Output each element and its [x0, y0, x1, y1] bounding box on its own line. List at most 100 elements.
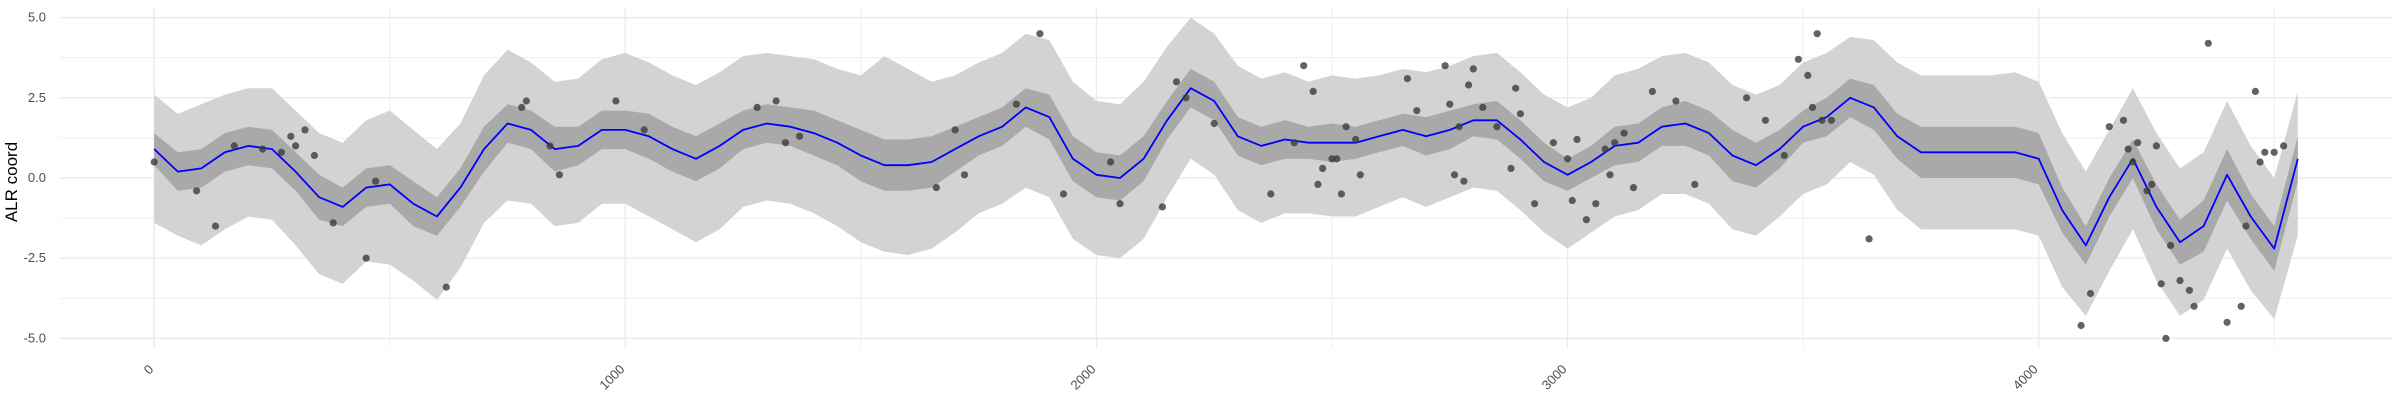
y-axis-title: ALR coord: [2, 142, 21, 222]
data-point: [1036, 30, 1044, 38]
data-point: [1441, 62, 1449, 70]
data-point: [1300, 62, 1308, 70]
data-point: [1309, 87, 1317, 95]
data-point: [1549, 139, 1557, 147]
y-tick-label: -2.5: [24, 250, 46, 265]
data-point: [310, 151, 318, 160]
data-point: [1352, 135, 1360, 144]
data-point: [1606, 171, 1614, 179]
data-point: [362, 254, 370, 262]
data-point: [2280, 142, 2288, 150]
y-axis-ticks: -5.0 -2.5 0.0 2.5 5.0: [24, 10, 46, 346]
data-point: [2176, 277, 2184, 285]
data-point: [2134, 139, 2142, 147]
data-point: [2162, 334, 2170, 342]
data-point: [2223, 318, 2231, 326]
data-point: [1564, 155, 1572, 163]
data-point: [2077, 321, 2085, 330]
data-point: [1818, 116, 1826, 124]
data-point: [1601, 145, 1609, 153]
data-point: [1629, 184, 1638, 192]
data-point: [546, 142, 554, 150]
data-point: [1059, 190, 1068, 198]
data-point: [2251, 87, 2259, 95]
data-point: [960, 171, 969, 179]
data-point: [292, 142, 300, 150]
data-point: [1761, 116, 1769, 124]
data-point: [1573, 135, 1581, 144]
data-point: [1479, 103, 1487, 111]
data-point: [1267, 190, 1275, 198]
data-point: [1116, 200, 1124, 208]
data-point: [1469, 65, 1477, 73]
data-point: [932, 184, 940, 192]
data-point: [772, 97, 780, 105]
data-point: [1455, 123, 1463, 131]
data-point: [1568, 196, 1576, 205]
data-point: [555, 171, 564, 179]
data-point: [2124, 145, 2132, 153]
data-point: [1582, 216, 1590, 224]
mean-line: [153, 87, 2299, 250]
data-point: [2086, 289, 2095, 298]
data-point: [1403, 75, 1411, 83]
data-point: [753, 103, 761, 111]
data-point: [287, 132, 295, 140]
data-point: [522, 97, 531, 105]
data-point: [1512, 84, 1520, 92]
data-point: [951, 126, 959, 134]
data-point: [1290, 139, 1298, 147]
data-point: [1172, 78, 1181, 86]
data-point: [1314, 180, 1322, 188]
data-point: [2261, 148, 2269, 156]
data-point: [1413, 107, 1421, 115]
mean-line-group: [153, 87, 2299, 250]
data-point: [1107, 158, 1115, 166]
data-point: [781, 139, 790, 147]
data-point: [1158, 203, 1166, 211]
data-point: [1465, 81, 1473, 89]
data-point: [1794, 55, 1802, 63]
data-point: [1780, 151, 1788, 160]
data-point: [1210, 119, 1218, 128]
data-point: [640, 126, 648, 134]
data-point: [230, 142, 238, 150]
data-point: [372, 177, 380, 185]
data-point: [2242, 222, 2250, 230]
data-point: [1620, 129, 1628, 137]
data-point: [1446, 100, 1454, 108]
data-point: [193, 187, 201, 195]
data-point: [329, 219, 337, 227]
data-point: [1691, 180, 1699, 188]
data-point: [1356, 171, 1364, 179]
data-point: [1342, 123, 1350, 131]
data-point: [1460, 177, 1468, 185]
data-point: [1493, 123, 1501, 131]
data-point: [150, 158, 158, 166]
data-point: [1319, 164, 1327, 172]
data-point: [1531, 200, 1539, 208]
data-point: [2237, 302, 2245, 310]
y-tick-label: -5.0: [24, 330, 46, 345]
data-point: [2270, 148, 2278, 156]
data-point: [442, 283, 450, 291]
y-tick-label: 5.0: [28, 10, 46, 25]
data-point: [1865, 235, 1873, 243]
data-point: [1592, 200, 1600, 208]
observation-points: [150, 30, 2288, 342]
confidence-band-outer: [154, 17, 2298, 320]
data-point: [2148, 180, 2156, 188]
data-point: [2204, 39, 2212, 47]
y-tick-label: 2.5: [28, 90, 46, 105]
data-point: [301, 126, 309, 134]
data-point: [1743, 94, 1751, 102]
data-point: [2129, 158, 2137, 166]
data-point: [1827, 116, 1835, 124]
y-tick-label: 0.0: [28, 170, 46, 185]
data-point: [2105, 123, 2113, 131]
data-point: [2167, 241, 2175, 249]
data-point: [277, 148, 285, 156]
data-point: [259, 145, 267, 153]
data-point: [2157, 280, 2165, 288]
